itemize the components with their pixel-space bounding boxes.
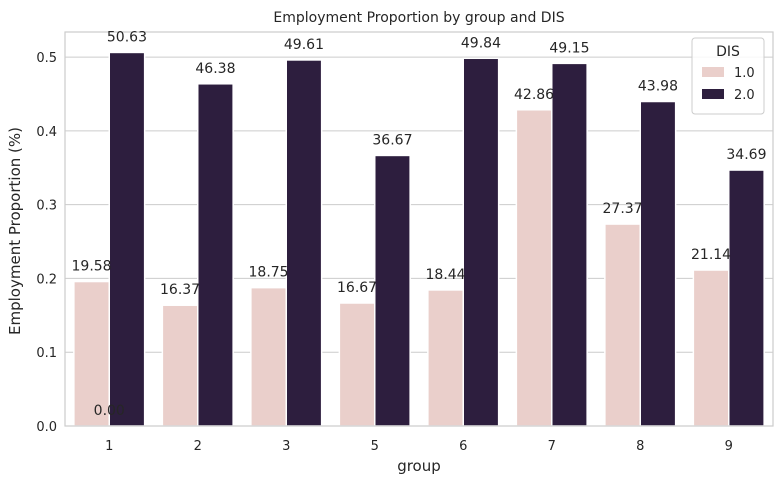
bar-value-label: 43.98: [638, 79, 678, 95]
bar-series-2: [285, 59, 323, 427]
bar-series-1: [692, 269, 730, 427]
bar-value-label: 49.84: [461, 35, 501, 51]
bar-value-label: 16.67: [337, 280, 377, 296]
bar-value-label: 49.61: [284, 37, 324, 53]
bar-series-2: [108, 51, 146, 427]
y-tick-label: 0.4: [36, 125, 57, 140]
ticks-layer: 0.0 0.1 0.2 0.3 0.4 0.5 1 2 3 5 6 7 8 9: [36, 51, 733, 454]
x-tick-label: 8: [636, 439, 644, 454]
bar-series-2: [197, 83, 234, 427]
bar-series-1: [604, 223, 641, 427]
bar-series-2: [639, 100, 677, 427]
bar-value-label: 50.63: [107, 29, 147, 45]
bar-series-1: [161, 304, 199, 427]
chart-title: Employment Proportion by group and DIS: [273, 10, 564, 26]
x-tick-label: 3: [282, 439, 290, 454]
bar-series-1: [338, 302, 376, 427]
bar-value-label: 0.00: [94, 403, 125, 419]
y-tick-label: 0.0: [36, 420, 57, 435]
bar-value-label: 46.38: [195, 61, 235, 77]
bar-series-1: [427, 289, 465, 427]
y-tick-label: 0.2: [36, 272, 57, 287]
x-tick-label: 9: [725, 439, 733, 454]
legend-swatch: [702, 67, 724, 77]
x-tick-label: 6: [459, 439, 467, 454]
bar-value-label: 19.58: [72, 259, 112, 275]
bars-layer: [73, 51, 765, 427]
bar-value-label: 36.67: [372, 132, 412, 148]
bar-value-label: 18.75: [249, 265, 289, 281]
legend-swatch: [702, 89, 724, 99]
y-tick-label: 0.1: [36, 346, 57, 361]
legend-label: 1.0: [734, 66, 755, 81]
x-tick-label: 1: [105, 439, 113, 454]
x-tick-label: 7: [548, 439, 556, 454]
y-tick-label: 0.5: [36, 51, 57, 66]
y-axis-title: Employment Proportion (%): [6, 127, 24, 335]
bar-series-1: [250, 286, 288, 427]
bar-value-label: 21.14: [691, 247, 731, 263]
bar-series-2: [728, 169, 765, 427]
bar-value-label: 18.44: [426, 267, 466, 283]
legend: DIS 1.0 2.0: [691, 37, 765, 115]
bar-value-label: 34.69: [726, 147, 766, 163]
bar-series-1: [515, 109, 553, 427]
bar-value-label: 16.37: [160, 282, 200, 298]
x-tick-label: 2: [194, 439, 202, 454]
plot-frame: [64, 31, 774, 427]
x-axis-title: group: [397, 457, 441, 475]
legend-title: DIS: [716, 44, 740, 60]
bar-series-2: [551, 62, 588, 427]
bar-value-label: 49.15: [549, 40, 589, 56]
plot-border: [64, 31, 774, 427]
bar-series-2: [374, 154, 411, 427]
legend-label: 2.0: [734, 88, 755, 103]
bar-value-label: 27.37: [603, 201, 643, 217]
bar-value-label: 42.86: [514, 87, 554, 103]
bar-labels-layer: 19.58 16.37 18.75 16.67 18.44 42.86 27.37 21.14…: [72, 29, 767, 419]
bar-series-2: [462, 57, 500, 427]
y-tick-label: 0.3: [36, 199, 57, 214]
x-tick-label: 5: [371, 439, 379, 454]
